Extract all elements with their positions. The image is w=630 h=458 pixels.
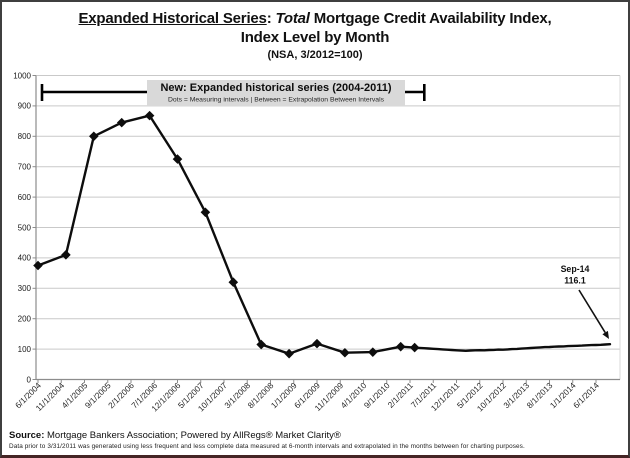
- page-subtitle: (NSA, 3/2012=100): [267, 49, 363, 61]
- annotation-subtext: Dots = Measuring intervals | Between = E…: [168, 97, 385, 104]
- svg-text:Sep-14: Sep-14: [561, 264, 590, 274]
- y-axis-labels: 0 100 200 300 400 500 600 700 800 900 1000: [13, 71, 31, 384]
- mcai-line-chart: 0 100 200 300 400 500 600 700 800 900 1000 6/1/2004…: [13, 71, 621, 414]
- axes: [35, 75, 621, 381]
- title-italic-part: Total: [275, 10, 310, 27]
- source-label: Source:: [9, 430, 45, 441]
- svg-text:6/1/2014: 6/1/2014: [571, 380, 601, 410]
- callout-sep14: Sep-14 116.1: [561, 264, 609, 339]
- bracket-annotation: New: Expanded historical series (2004-20…: [40, 80, 426, 106]
- svg-text:116.1: 116.1: [564, 276, 586, 286]
- svg-text:300: 300: [18, 284, 32, 293]
- svg-text:500: 500: [18, 223, 32, 232]
- series-markers: [33, 110, 420, 359]
- annotation-heading: New: Expanded historical series (2004-20…: [160, 82, 391, 94]
- title-underlined-part: Expanded Historical Series: [78, 10, 267, 27]
- svg-text:1000: 1000: [13, 71, 31, 80]
- callout-arrow: [578, 289, 606, 334]
- footer-note: Data prior to 3/31/2011 was generated us…: [9, 443, 525, 450]
- source-text: Mortgage Bankers Association; Powered by…: [44, 430, 341, 441]
- footer-source: Source: Mortgage Bankers Association; Po…: [9, 430, 341, 441]
- svg-text:400: 400: [18, 254, 32, 263]
- svg-text:800: 800: [18, 132, 32, 141]
- series-line: [36, 114, 612, 355]
- svg-text:100: 100: [18, 345, 32, 354]
- svg-text:700: 700: [18, 163, 32, 172]
- svg-text:0: 0: [27, 375, 32, 384]
- svg-text:200: 200: [18, 315, 32, 324]
- title-colon: :: [266, 10, 276, 27]
- page-title-line2: Index Level by Month: [240, 29, 390, 46]
- annotation-box: [147, 80, 405, 106]
- page-title-line1: Expanded Historical Series: Total Mortga…: [2, 9, 628, 28]
- svg-text:600: 600: [18, 193, 32, 202]
- x-axis-labels: 6/1/200411/1/20044/1/20059/1/20052/1/200…: [13, 379, 601, 414]
- svg-text:900: 900: [18, 102, 32, 111]
- title-rest-part: Mortgage Credit Availability Index,: [309, 10, 552, 27]
- title-block: Expanded Historical Series: Total Mortga…: [2, 9, 628, 62]
